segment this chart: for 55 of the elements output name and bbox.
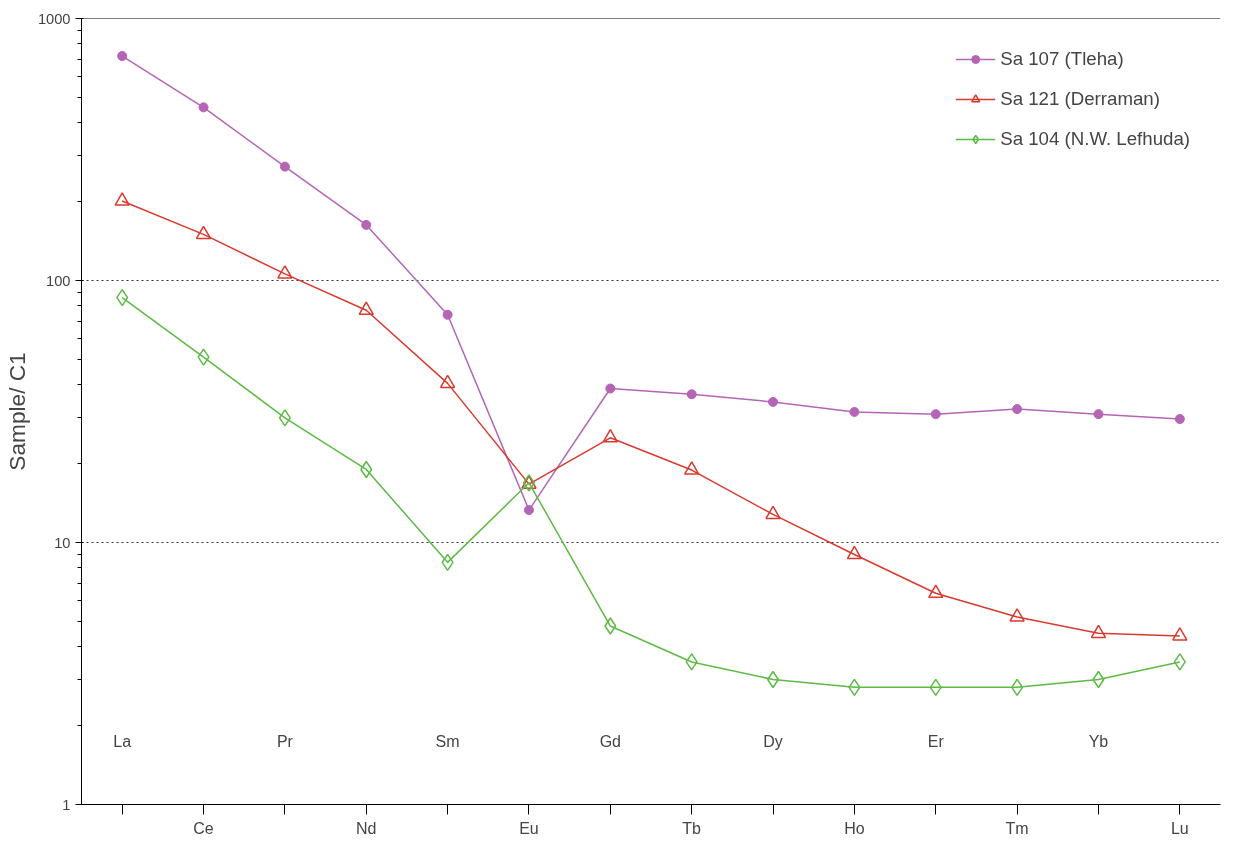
point <box>686 389 697 400</box>
point <box>685 653 698 671</box>
point <box>439 374 456 389</box>
point <box>930 409 941 420</box>
legend-label: Sa 107 (Tleha) <box>1000 48 1124 70</box>
point <box>846 545 863 560</box>
x-tick-label: Pr <box>276 732 294 750</box>
point <box>928 584 944 599</box>
point <box>1093 409 1104 420</box>
x-tick-label: Eu <box>519 819 539 837</box>
x-tick-label: Nd <box>356 819 377 837</box>
point <box>1012 404 1023 415</box>
y-tick-label: 10 <box>54 534 71 551</box>
x-tick-label: Gd <box>599 732 621 750</box>
x-tick-label: Er <box>927 732 945 750</box>
point <box>197 348 210 366</box>
point <box>361 219 372 230</box>
x-tick-label: La <box>113 732 132 750</box>
point <box>1009 608 1025 622</box>
legend-label: Sa 121 (Derraman) <box>1000 88 1160 110</box>
point <box>1174 414 1185 425</box>
point <box>605 383 616 394</box>
x-tick-label: Ce <box>193 819 214 837</box>
y-tick-label: 1000 <box>37 10 71 27</box>
x-tick-label: Yb <box>1088 732 1109 750</box>
y-axis-title: Sample/ C1 <box>3 352 30 471</box>
x-tick-label: Sm <box>435 732 460 750</box>
point <box>768 396 779 407</box>
point <box>766 670 780 689</box>
x-tick-label: Ho <box>844 819 865 837</box>
point <box>604 617 617 635</box>
point <box>195 225 212 240</box>
point <box>277 265 293 279</box>
point <box>442 309 453 320</box>
x-tick-label: Tb <box>682 819 702 837</box>
y-tick-label: 1 <box>62 796 71 813</box>
x-tick-label: Dy <box>763 732 783 750</box>
legend-label: Sa 104 (N.W. Lefhuda) <box>1000 128 1190 150</box>
x-tick-label: Tm <box>1005 819 1029 837</box>
point <box>117 51 128 62</box>
point <box>765 505 781 520</box>
point <box>358 301 374 316</box>
point <box>278 409 291 427</box>
point <box>1173 653 1186 671</box>
x-tick-label: Lu <box>1170 819 1189 837</box>
point <box>602 428 619 443</box>
point <box>198 102 209 113</box>
point <box>114 192 130 206</box>
point <box>849 406 860 417</box>
point <box>1090 624 1107 639</box>
point <box>1172 627 1188 641</box>
y-tick-label: 100 <box>46 272 71 289</box>
point <box>523 505 534 516</box>
point <box>683 461 700 475</box>
point <box>279 161 290 172</box>
